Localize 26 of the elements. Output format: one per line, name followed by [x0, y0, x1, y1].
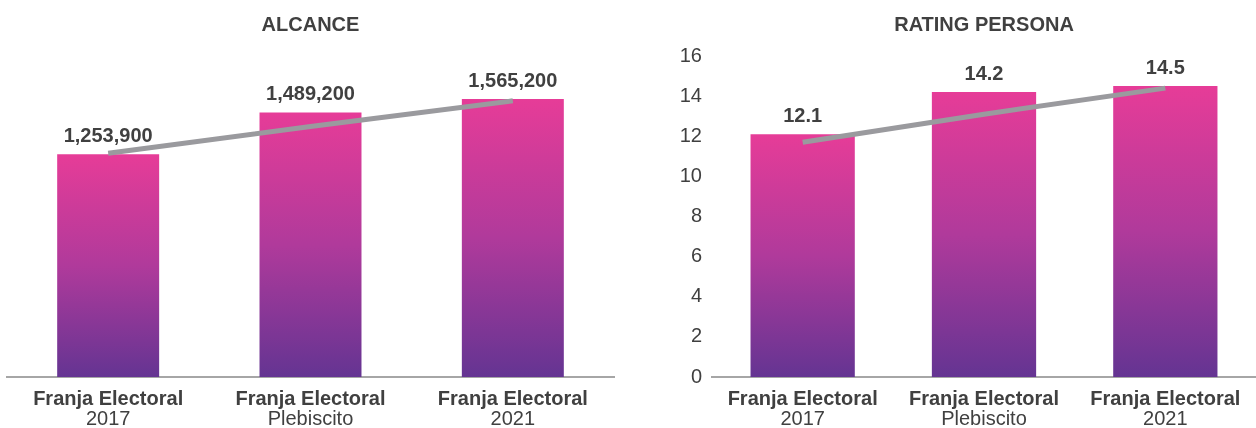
y-tick-label: 14 [679, 83, 702, 106]
x-tick-label: Franja Electoral Plebiscito [908, 387, 1060, 428]
y-tick-label: 16 [679, 43, 702, 66]
x-tick-label: Franja Electoral 2017 [727, 387, 878, 428]
y-tick-label: 0 [690, 364, 702, 387]
data-label: 1,489,200 [266, 82, 355, 105]
data-label: 1,253,900 [63, 124, 153, 147]
data-label: 12.1 [783, 104, 823, 127]
data-label: 14.2 [964, 62, 1004, 85]
y-tick-label: 6 [690, 244, 702, 267]
data-label: 14.5 [1145, 56, 1185, 79]
x-tick-label: Franja Electoral 2021 [1090, 387, 1241, 428]
x-tick-label: Franja Electoral Plebiscito [235, 387, 386, 428]
x-tick-label: Franja Electoral 2017 [33, 387, 184, 428]
bar [931, 92, 1037, 377]
x-tick-label: Franja Electoral 2021 [437, 387, 588, 428]
data-label: 1,565,200 [468, 69, 558, 91]
y-tick-label: 10 [679, 163, 702, 186]
y-tick-label: 2 [690, 324, 702, 347]
chart-title: ALCANCE [261, 13, 360, 35]
y-tick-label: 8 [690, 204, 702, 227]
y-tick-label: 4 [690, 284, 702, 307]
y-tick-label: 12 [679, 123, 702, 146]
bar [750, 134, 855, 377]
chart-title: RATING PERSONA [894, 13, 1074, 35]
bar [1113, 86, 1218, 377]
